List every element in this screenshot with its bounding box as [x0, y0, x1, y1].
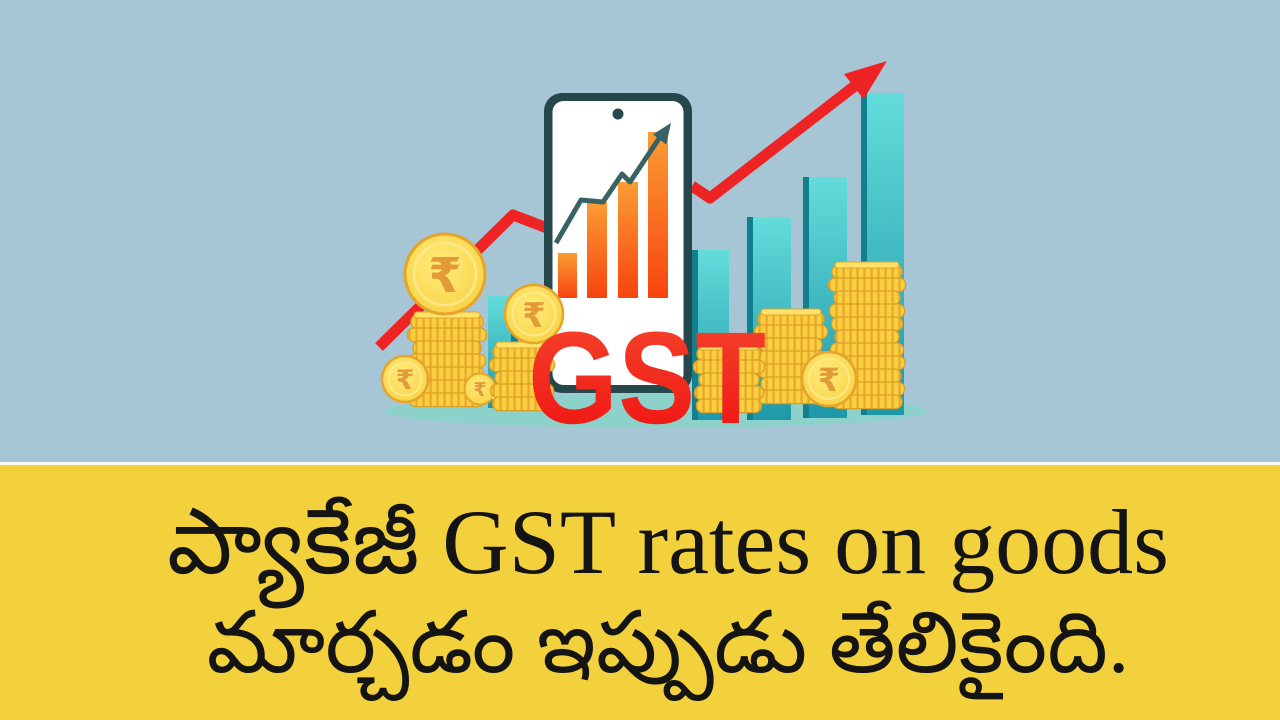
headline-banner: ప్యాకేజీ GST rates on goods మార్చడం ఇప్ప…: [0, 462, 1280, 720]
arrowhead-icon: [844, 61, 887, 100]
rupee-coin: ₹: [380, 354, 430, 404]
phone-trend-line: [553, 123, 671, 245]
rupee-symbol: ₹: [473, 379, 486, 401]
headline-line-1: ప్యాకేజీ GST rates on goods: [167, 491, 1169, 594]
hero-illustration: ₹ ₹ ₹ ₹ ₹: [375, 61, 928, 451]
phone-camera-dot: [612, 108, 624, 120]
rupee-symbol: ₹: [396, 365, 415, 396]
gst-label: GST: [528, 304, 766, 451]
rupee-symbol: ₹: [522, 296, 546, 336]
gst-growth-graphic: ₹ ₹ ₹ ₹ ₹: [375, 61, 928, 451]
rupee-coin: ₹: [800, 350, 858, 408]
headline-line-2: మార్చడం ఇప్పుడు తేలికైంది.: [206, 594, 1130, 691]
rupee-symbol: ₹: [818, 361, 840, 399]
rupee-coin: ₹: [503, 283, 565, 345]
rupee-coin: ₹: [403, 232, 487, 316]
growth-arrow: [688, 61, 887, 204]
phone-bar-chart: [558, 132, 668, 298]
rupee-symbol: ₹: [428, 248, 461, 304]
coin-stack: [692, 343, 766, 414]
smartphone-graphic: [544, 93, 692, 393]
coin-stack: [488, 341, 556, 412]
